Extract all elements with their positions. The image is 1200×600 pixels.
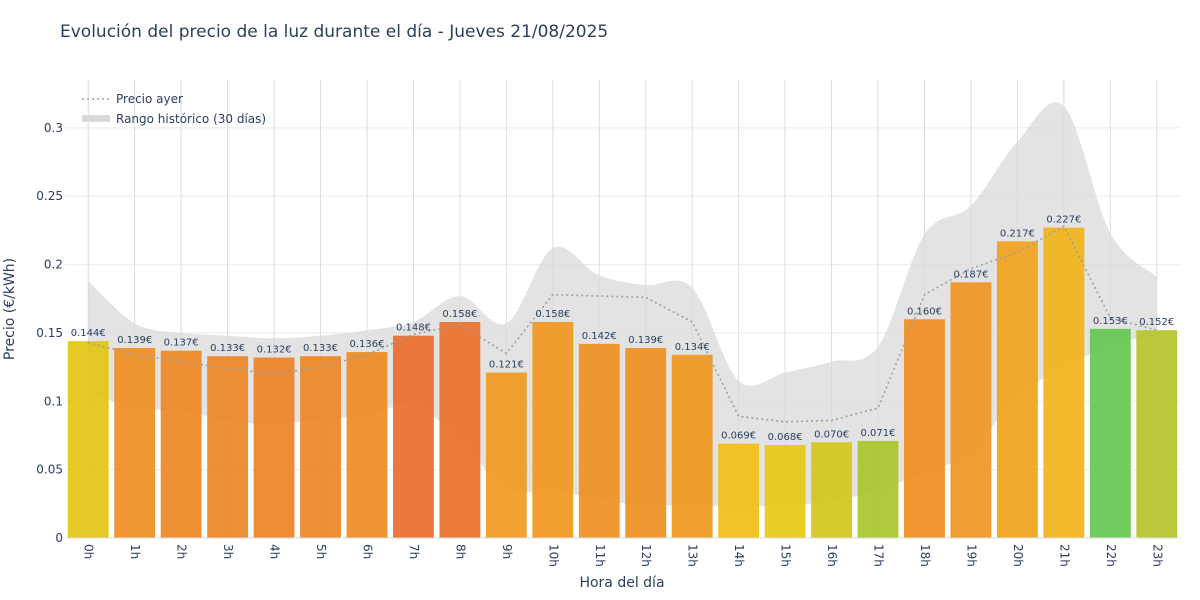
bar-12h bbox=[625, 347, 667, 538]
bar-8h bbox=[439, 321, 481, 538]
x-axis-title: Hora del día bbox=[579, 575, 664, 591]
bar-0h bbox=[67, 341, 109, 538]
x-tick-label: 1h bbox=[128, 544, 142, 559]
y-tick-label: 0.3 bbox=[44, 121, 63, 135]
x-tick-label: 7h bbox=[407, 544, 421, 559]
bar-value-label: 0.227€ bbox=[1046, 215, 1081, 226]
bar-value-label: 0.153€ bbox=[1093, 316, 1128, 327]
bar-value-label: 0.068€ bbox=[768, 432, 803, 443]
x-tick-label: 15h bbox=[779, 544, 793, 567]
bar-value-label: 0.132€ bbox=[257, 345, 292, 356]
bars bbox=[67, 227, 1178, 538]
bar-16h bbox=[811, 442, 853, 538]
bar-23h bbox=[1136, 330, 1178, 538]
bar-value-label: 0.139€ bbox=[628, 335, 663, 346]
x-tick-label: 10h bbox=[546, 544, 560, 567]
bar-value-label: 0.148€ bbox=[396, 323, 431, 334]
bar-value-label: 0.158€ bbox=[535, 309, 570, 320]
bar-21h bbox=[1043, 227, 1085, 538]
bar-11h bbox=[578, 343, 620, 538]
x-tick-label: 4h bbox=[268, 544, 282, 559]
bar-1h bbox=[114, 347, 156, 538]
bar-3h bbox=[207, 356, 249, 538]
chart-title: Evolución del precio de la luz durante e… bbox=[60, 22, 609, 42]
y-tick-label: 0.2 bbox=[44, 258, 63, 272]
y-tick-label: 0.1 bbox=[44, 394, 63, 408]
bar-6h bbox=[346, 352, 388, 538]
legend: Precio ayer Rango histórico (30 días) bbox=[82, 92, 266, 126]
bar-14h bbox=[718, 443, 760, 538]
x-tick-label: 14h bbox=[732, 544, 746, 567]
bar-15h bbox=[764, 445, 806, 538]
x-tick-label: 20h bbox=[1011, 544, 1025, 567]
y-tick-label: 0.15 bbox=[36, 326, 63, 340]
legend-label-historical-range[interactable]: Rango histórico (30 días) bbox=[116, 112, 266, 126]
x-tick-label: 17h bbox=[872, 544, 886, 567]
x-tick-label: 6h bbox=[360, 544, 374, 559]
x-tick-label: 21h bbox=[1057, 544, 1071, 567]
bar-5h bbox=[300, 356, 341, 538]
x-tick-label: 11h bbox=[593, 544, 607, 567]
bar-value-label: 0.144€ bbox=[71, 328, 106, 339]
bar-value-label: 0.121€ bbox=[489, 360, 524, 371]
bar-4h bbox=[253, 357, 295, 538]
bar-value-label: 0.152€ bbox=[1139, 317, 1174, 328]
legend-label-yesterday[interactable]: Precio ayer bbox=[116, 92, 183, 106]
x-tick-label: 0h bbox=[82, 544, 96, 559]
x-tick-label: 2h bbox=[175, 544, 189, 559]
bar-value-label: 0.133€ bbox=[303, 343, 338, 354]
bar-18h bbox=[904, 319, 945, 538]
legend-band-swatch bbox=[82, 115, 110, 122]
yesterday-price-line bbox=[88, 225, 1157, 423]
bar-value-label: 0.070€ bbox=[814, 429, 849, 440]
bar-20h bbox=[996, 241, 1038, 538]
bar-value-label: 0.139€ bbox=[117, 335, 152, 346]
bar-value-label: 0.133€ bbox=[210, 343, 245, 354]
x-tick-label: 12h bbox=[639, 544, 653, 567]
bar-10h bbox=[532, 321, 574, 538]
bar-value-label: 0.160€ bbox=[907, 306, 942, 317]
bar-labels: 0.144€ 0.139€ 0.137€ 0.133€ 0.132€ 0.133€ 0.13… bbox=[71, 215, 1175, 443]
bar-value-label: 0.136€ bbox=[349, 339, 384, 350]
bar-value-label: 0.069€ bbox=[721, 431, 756, 442]
bar-13h bbox=[671, 354, 713, 538]
yesterday-price-polyline bbox=[88, 225, 1157, 423]
y-axis-title: Precio (€/kWh) bbox=[2, 258, 18, 360]
x-tick-label: 3h bbox=[221, 544, 235, 559]
bar-value-label: 0.137€ bbox=[164, 338, 199, 349]
x-tick-label: 5h bbox=[314, 544, 328, 559]
x-tick-label: 13h bbox=[686, 544, 700, 567]
x-tick-label: 19h bbox=[964, 544, 978, 567]
bar-value-label: 0.142€ bbox=[582, 331, 617, 342]
x-tick-label: 22h bbox=[1104, 544, 1118, 567]
bar-2h bbox=[160, 350, 202, 538]
historical-range-area bbox=[88, 102, 1157, 507]
x-tick-label: 9h bbox=[500, 544, 514, 559]
y-tick-label: 0.25 bbox=[36, 189, 63, 203]
bar-22h bbox=[1089, 328, 1131, 538]
bar-7h bbox=[392, 335, 434, 538]
bar-value-label: 0.134€ bbox=[675, 342, 710, 353]
bar-value-label: 0.217€ bbox=[1000, 228, 1035, 239]
bar-9h bbox=[485, 372, 527, 538]
bar-19h bbox=[950, 282, 992, 538]
bar-17h bbox=[857, 440, 899, 538]
y-tick-label: 0.05 bbox=[36, 463, 63, 477]
x-tick-label: 16h bbox=[825, 544, 839, 567]
x-tick-label: 18h bbox=[918, 544, 932, 567]
bar-value-label: 0.158€ bbox=[442, 309, 477, 320]
y-tick-label: 0 bbox=[55, 531, 63, 545]
bar-value-label: 0.071€ bbox=[861, 428, 896, 439]
bar-value-label: 0.187€ bbox=[953, 269, 988, 280]
x-tick-label: 8h bbox=[453, 544, 467, 559]
x-tick-label: 23h bbox=[1150, 544, 1164, 567]
historical-range-band bbox=[88, 102, 1157, 507]
axes: 0 0.05 0.1 0.15 0.2 0.25 0.3 0h 1h 2h 3h 4h 5h 6h 7h 8h… bbox=[36, 121, 1180, 567]
